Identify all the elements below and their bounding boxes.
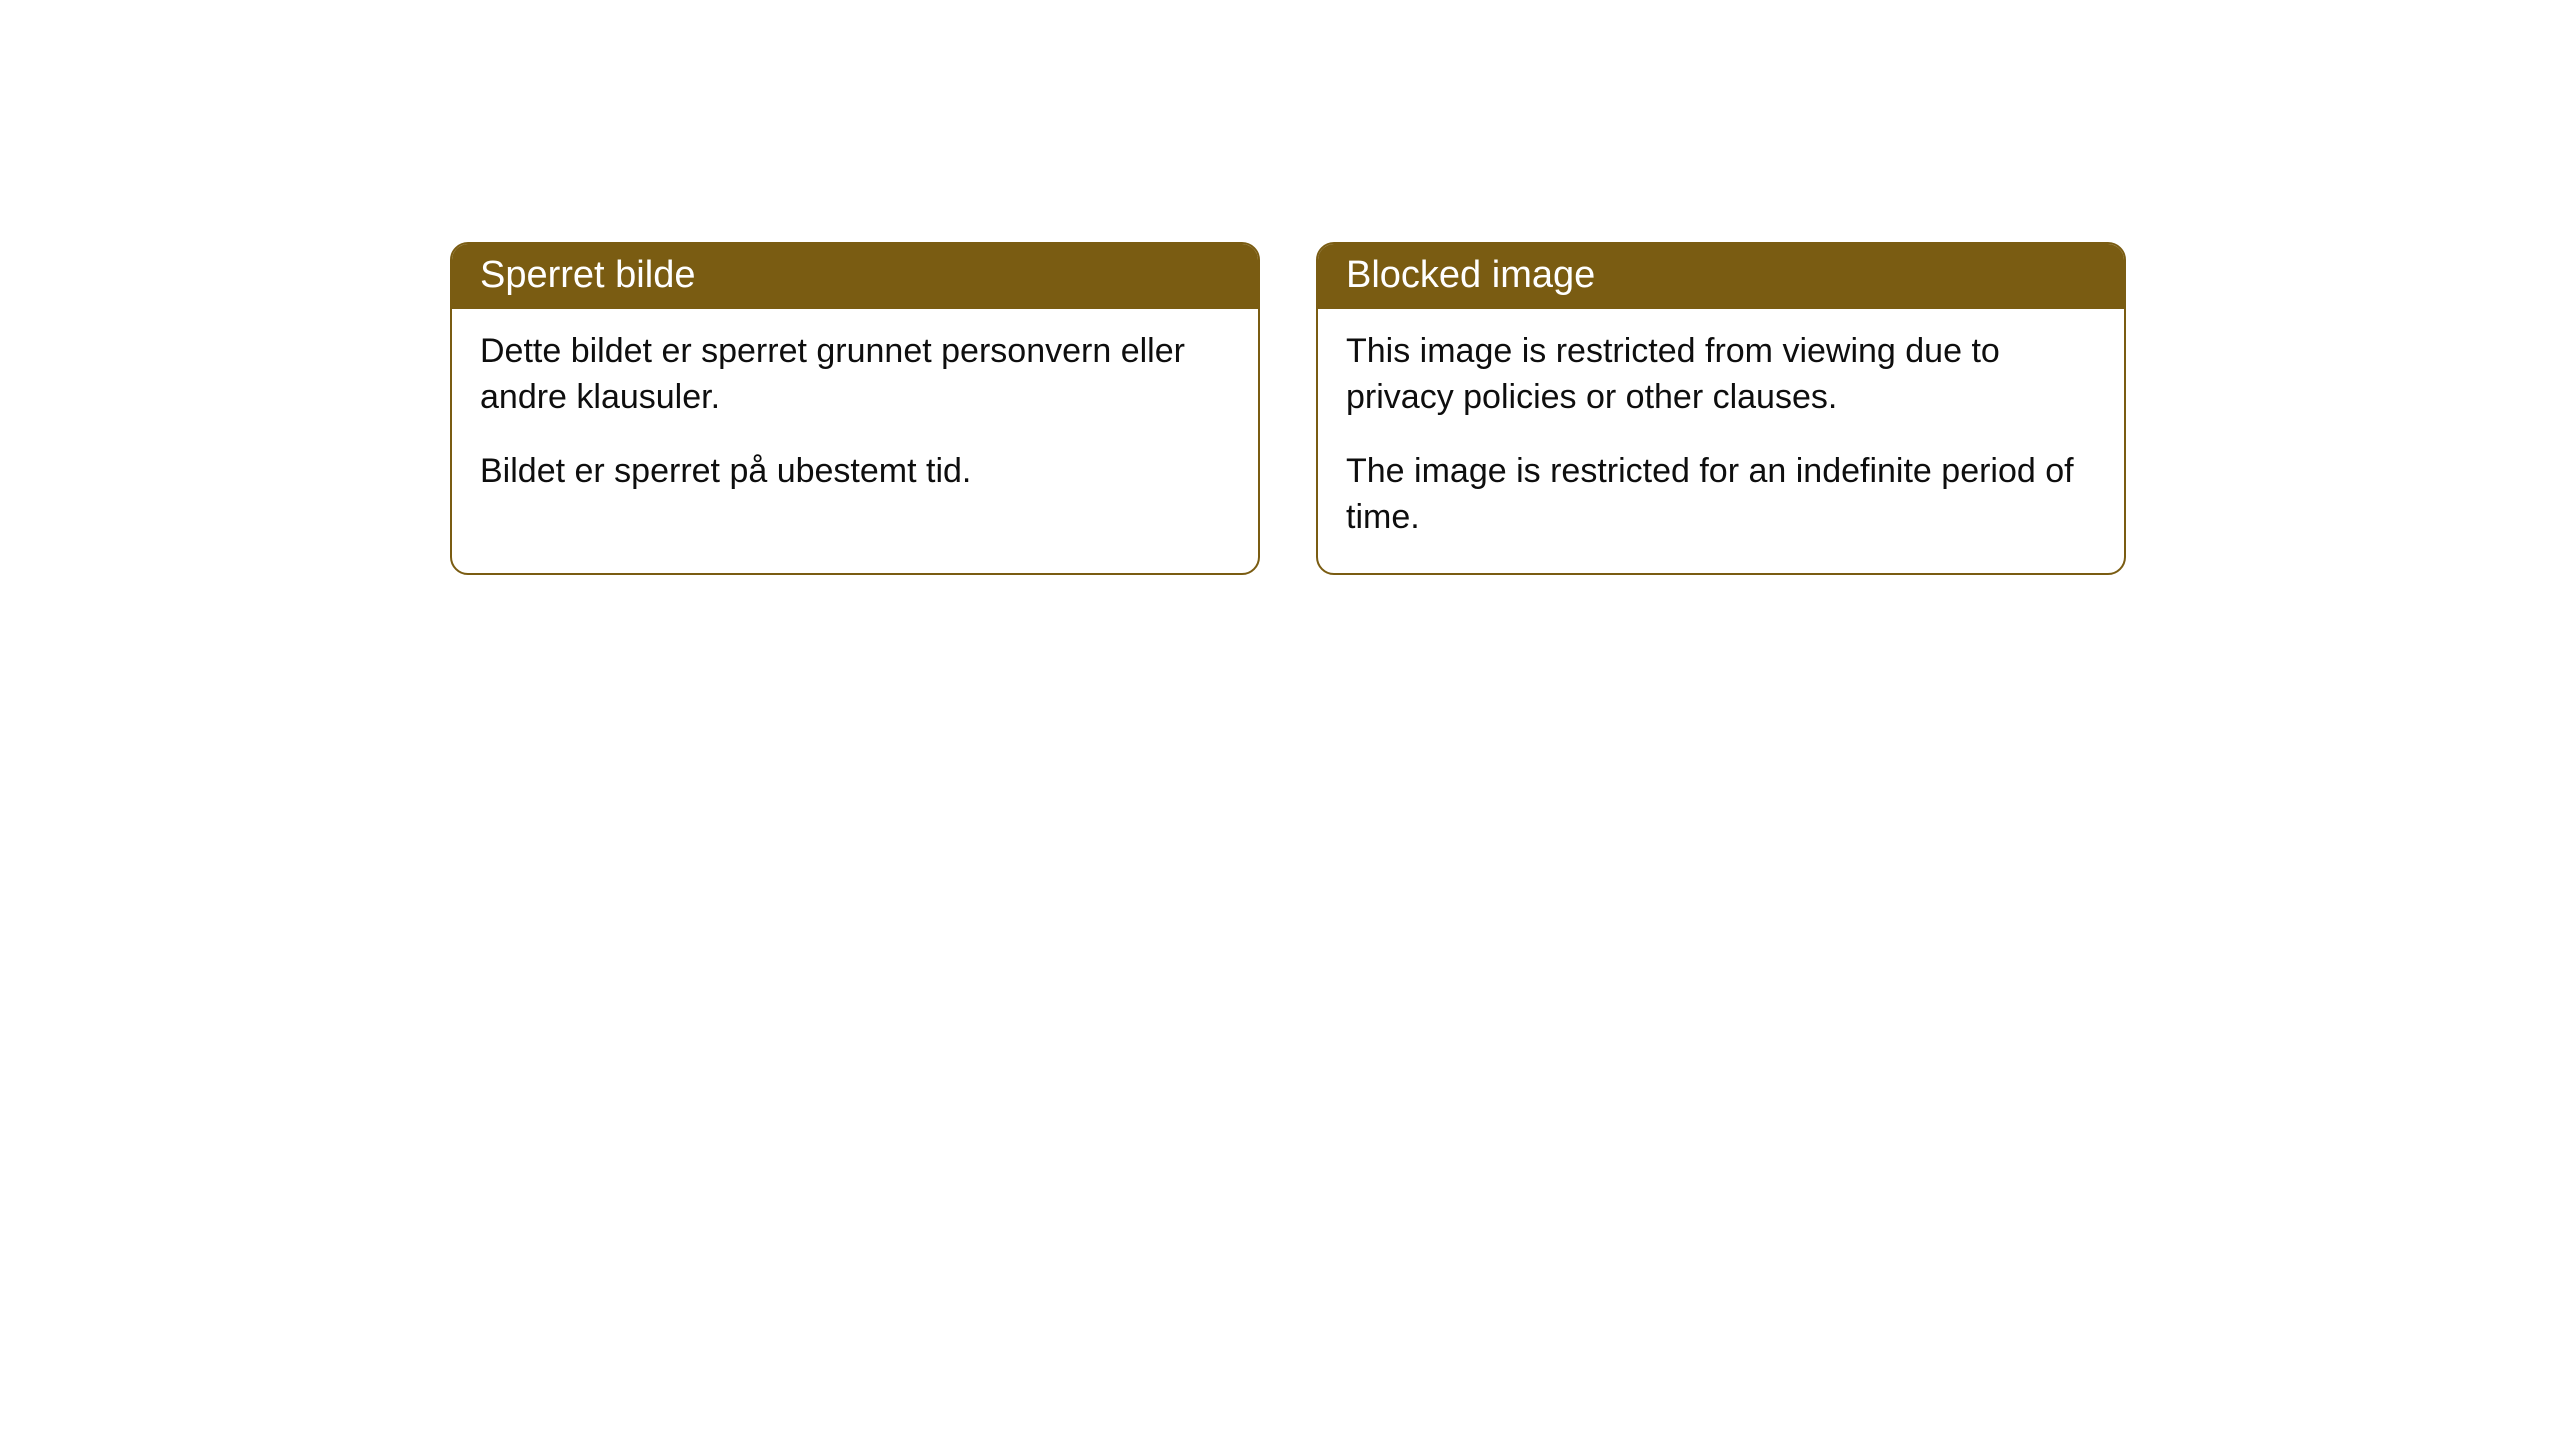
- card-body: This image is restricted from viewing du…: [1318, 309, 2124, 573]
- blocked-image-card-norwegian: Sperret bilde Dette bildet er sperret gr…: [450, 242, 1260, 575]
- card-paragraph: Dette bildet er sperret grunnet personve…: [480, 329, 1230, 421]
- card-paragraph: Bildet er sperret på ubestemt tid.: [480, 449, 1230, 495]
- card-title: Blocked image: [1346, 254, 1595, 296]
- blocked-image-card-english: Blocked image This image is restricted f…: [1316, 242, 2126, 575]
- card-title: Sperret bilde: [480, 254, 695, 296]
- card-body: Dette bildet er sperret grunnet personve…: [452, 309, 1258, 527]
- card-header: Blocked image: [1318, 244, 2124, 309]
- card-paragraph: The image is restricted for an indefinit…: [1346, 449, 2096, 541]
- notice-cards-container: Sperret bilde Dette bildet er sperret gr…: [450, 242, 2126, 575]
- card-header: Sperret bilde: [452, 244, 1258, 309]
- card-paragraph: This image is restricted from viewing du…: [1346, 329, 2096, 421]
